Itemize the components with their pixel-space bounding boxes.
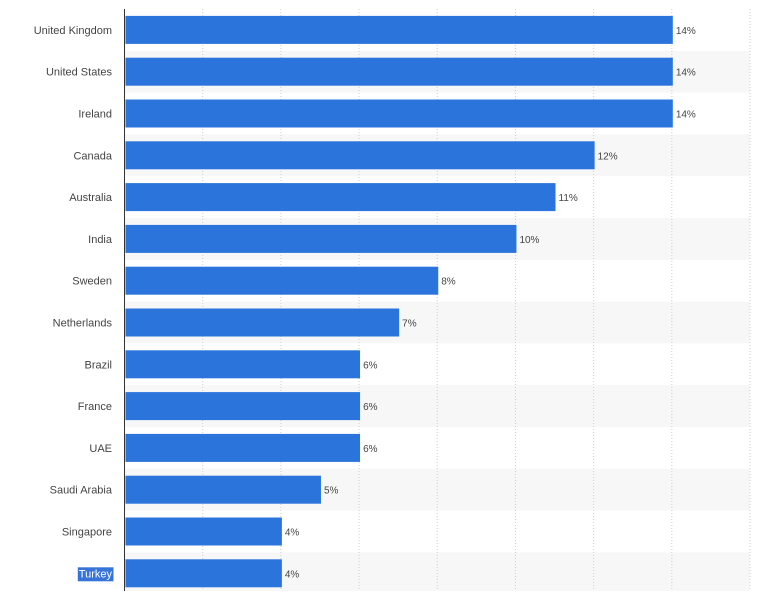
value-label-ireland: 14% — [676, 110, 696, 121]
bar-sweden[interactable] — [125, 266, 439, 295]
value-label-uae: 6% — [363, 444, 378, 455]
category-label-sweden: Sweden — [72, 276, 112, 288]
category-label-singapore: Singapore — [62, 527, 112, 539]
bar-france[interactable] — [125, 392, 361, 421]
bar-india[interactable] — [125, 224, 517, 253]
bar-canada[interactable] — [125, 141, 595, 170]
value-label-turkey: 4% — [285, 569, 300, 580]
bar-netherlands[interactable] — [125, 308, 400, 337]
bar-united-states[interactable] — [125, 57, 673, 86]
bar-saudi-arabia[interactable] — [125, 475, 321, 504]
category-labels: United Kingdom United States Ireland Canada… — [34, 25, 114, 582]
bar-australia[interactable] — [125, 183, 556, 212]
value-labels: 14% 14% 14% 12% 11% 10% 8% 7% 6% 6% 6% 5% 4% 4% — [285, 26, 696, 580]
value-label-canada: 12% — [598, 151, 618, 162]
value-label-united-kingdom: 14% — [676, 26, 696, 37]
value-label-india: 10% — [519, 235, 539, 246]
value-label-france: 6% — [363, 402, 378, 413]
category-label-uae: UAE — [89, 443, 112, 455]
category-label-turkey: Turkey — [79, 568, 113, 580]
value-label-brazil: 6% — [363, 360, 378, 371]
bar-turkey[interactable] — [125, 559, 282, 588]
category-label-united-states: United States — [46, 67, 113, 79]
category-label-ireland: Ireland — [78, 109, 112, 121]
bar-uae[interactable] — [125, 433, 361, 462]
category-label-saudi-arabia: Saudi Arabia — [50, 485, 113, 497]
category-label-netherlands: Netherlands — [53, 318, 113, 330]
value-label-netherlands: 7% — [402, 319, 417, 330]
value-label-sweden: 8% — [441, 277, 456, 288]
category-label-brazil: Brazil — [84, 359, 112, 371]
bar-singapore[interactable] — [125, 517, 282, 546]
selection-highlight — [77, 567, 114, 582]
bar-brazil[interactable] — [125, 350, 361, 379]
category-label-united-kingdom: United Kingdom — [34, 25, 112, 37]
bar-united-kingdom[interactable] — [125, 15, 673, 44]
bars — [125, 15, 673, 588]
value-label-australia: 11% — [559, 193, 578, 204]
value-label-singapore: 4% — [285, 528, 300, 539]
value-label-united-states: 14% — [676, 68, 696, 79]
value-label-saudi-arabia: 5% — [324, 486, 339, 497]
category-label-france: France — [78, 401, 112, 413]
bar-ireland[interactable] — [125, 99, 673, 128]
category-label-canada: Canada — [73, 150, 112, 162]
category-label-australia: Australia — [69, 192, 113, 204]
category-label-india: India — [88, 234, 113, 246]
